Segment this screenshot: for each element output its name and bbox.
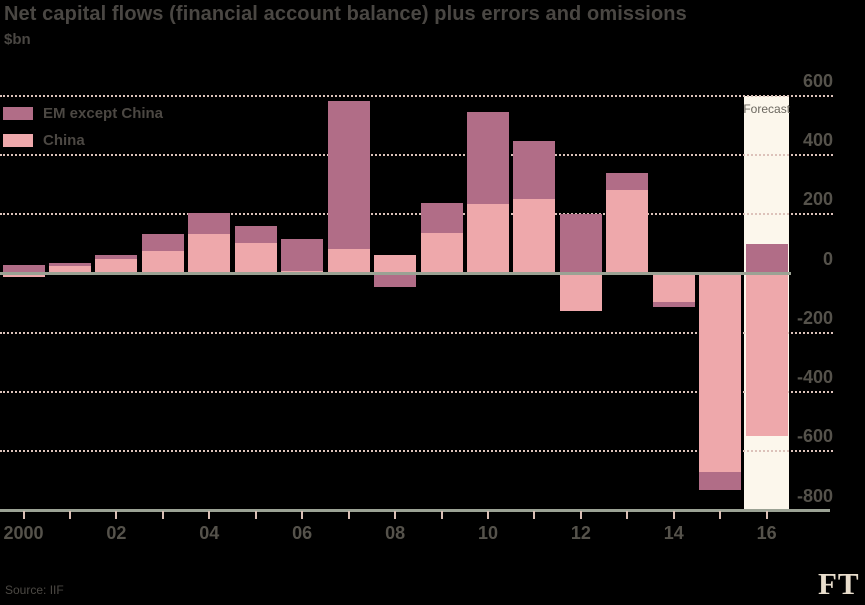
y-tick-label: 200	[802, 189, 833, 210]
y-tick-label: 400	[802, 130, 833, 150]
bar-segment-china	[141, 250, 184, 274]
x-tick	[161, 511, 164, 519]
x-tick-label: 02	[106, 523, 127, 543]
gridline	[0, 450, 833, 453]
gridline	[0, 391, 833, 393]
bar-segment-china	[374, 255, 417, 274]
legend-swatch-china	[3, 134, 33, 147]
chart-title: Net capital flows (financial account bal…	[4, 3, 687, 25]
ft-logo: FT	[818, 566, 860, 601]
gridline	[0, 213, 833, 216]
x-tick-label: 04	[199, 523, 220, 543]
y-tick-label: 0	[822, 248, 833, 269]
x-tick-label: 16	[756, 523, 777, 543]
bar-segment-em	[467, 111, 509, 204]
x-tick-label: 12	[570, 523, 591, 543]
y-tick-label: -200	[796, 307, 833, 328]
x-tick	[533, 511, 536, 519]
x-tick	[487, 511, 489, 519]
bar-segment-china	[420, 233, 463, 274]
x-tick	[301, 511, 304, 519]
chart-unit-label: $bn	[4, 31, 31, 48]
y-tick-label: -600	[796, 426, 833, 447]
y-tick-label: -400	[796, 367, 833, 387]
x-tick	[579, 511, 582, 519]
bar-segment-china	[48, 266, 91, 274]
bar-segment-em	[327, 100, 370, 249]
y-tick-label: 600	[802, 70, 833, 91]
bar-segment-em	[281, 238, 324, 271]
bar-segment-china	[234, 243, 277, 274]
bar-segment-em	[95, 254, 138, 259]
x-tick	[626, 511, 629, 519]
bar-segment-em	[745, 243, 788, 274]
x-tick	[719, 511, 722, 519]
x-tick	[22, 511, 25, 519]
bar-segment-china	[327, 248, 370, 274]
x-tick-label: 2000	[3, 523, 44, 543]
legend: EM except China China	[3, 106, 163, 148]
x-tick-label: 10	[477, 523, 499, 543]
bar-segment-em	[699, 472, 742, 491]
x-axis-line	[0, 508, 830, 512]
x-tick	[672, 511, 675, 519]
bar-segment-em	[559, 213, 602, 274]
bar-segment-em	[234, 226, 277, 244]
bar-segment-em	[2, 264, 45, 274]
x-tick	[440, 511, 443, 519]
legend-label-china: China	[43, 132, 85, 149]
bar-segment-china	[652, 273, 695, 303]
legend-swatch-em	[3, 107, 33, 120]
bar-segment-em	[420, 202, 463, 234]
x-tick	[254, 511, 257, 519]
bar-segment-em	[48, 262, 91, 267]
bar-segment-china	[606, 189, 649, 274]
bar-segment-china	[2, 273, 45, 278]
x-tick	[68, 511, 71, 519]
bar-segment-china	[513, 198, 556, 274]
zero-line	[0, 272, 791, 275]
forecast-label: Forecast	[743, 102, 791, 116]
gridline	[0, 331, 833, 334]
x-tick-label: 08	[385, 523, 406, 543]
bar-segment-china	[559, 273, 602, 311]
bar-segment-china	[745, 273, 788, 437]
x-tick	[115, 511, 118, 519]
bar-segment-china	[95, 258, 138, 274]
bar-segment-em	[606, 173, 649, 190]
bar-segment-china	[467, 203, 509, 274]
source-note: Source: IIF	[5, 583, 64, 597]
x-tick	[765, 511, 768, 519]
bar-segment-em	[374, 273, 417, 288]
bar-segment-em	[513, 141, 556, 199]
bar-segment-china	[188, 233, 231, 274]
bar-segment-em	[652, 302, 695, 307]
x-tick-label: 14	[663, 523, 684, 543]
x-tick	[208, 511, 211, 519]
legend-label-em: EM except China	[43, 105, 164, 122]
y-tick-label: -800	[796, 485, 833, 506]
x-tick	[394, 511, 397, 519]
bar-segment-china	[699, 273, 742, 473]
x-tick-label: 06	[292, 523, 313, 543]
bar-segment-em	[141, 233, 184, 251]
bar-segment-em	[188, 212, 231, 234]
gridline	[0, 94, 833, 97]
gridline	[0, 154, 833, 156]
x-tick	[347, 511, 350, 519]
